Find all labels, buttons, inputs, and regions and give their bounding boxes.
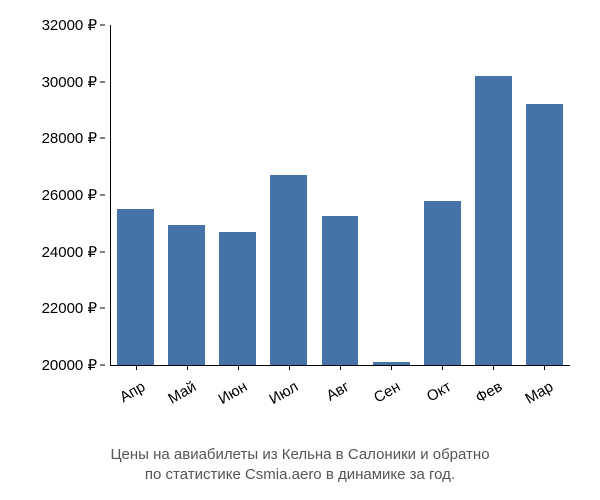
y-tick-label: 20000 ₽ (42, 356, 97, 374)
y-tick-label: 28000 ₽ (42, 129, 97, 147)
x-tick-mark (238, 365, 239, 370)
chart-container: 20000 ₽ 22000 ₽ 24000 ₽ 26000 ₽ 28000 ₽ 30000… (20, 20, 580, 440)
y-tick-label: 26000 ₽ (42, 186, 97, 204)
x-label: Сен (364, 378, 404, 411)
bar (270, 175, 307, 365)
x-tick-mark (493, 365, 494, 370)
x-tick-mark (187, 365, 188, 370)
x-tick-mark (289, 365, 290, 370)
x-tick-mark (544, 365, 545, 370)
bar (168, 225, 205, 365)
x-tick-mark (442, 365, 443, 370)
x-tick-mark (340, 365, 341, 370)
y-tick-mark (100, 81, 105, 82)
y-tick-label: 22000 ₽ (42, 299, 97, 317)
bar (424, 201, 461, 365)
y-tick-mark (100, 138, 105, 139)
x-label: Июн (210, 378, 250, 411)
plot-area (110, 25, 570, 365)
x-label: Окт (415, 378, 455, 411)
caption-line-2: по статистике Csmia.aero в динамике за г… (0, 465, 600, 485)
x-axis: Апр Май Июн Июл Авг Сен Окт Фев Мар (110, 365, 570, 425)
x-tick-mark (136, 365, 137, 370)
y-tick-mark (100, 365, 105, 366)
x-label: Авг (313, 378, 353, 411)
bar (322, 216, 359, 365)
x-label: Май (159, 378, 199, 411)
y-tick-label: 30000 ₽ (42, 73, 97, 91)
x-label: Июл (261, 378, 301, 411)
x-label: Фев (466, 378, 506, 411)
bar (526, 104, 563, 365)
x-label: Апр (108, 378, 148, 411)
y-tick-label: 24000 ₽ (42, 243, 97, 261)
x-tick-mark (391, 365, 392, 370)
y-tick-mark (100, 251, 105, 252)
chart-caption: Цены на авиабилеты из Кельна в Салоники … (0, 445, 600, 486)
bar (117, 209, 154, 365)
y-tick-mark (100, 25, 105, 26)
y-tick-label: 32000 ₽ (42, 16, 97, 34)
y-tick-mark (100, 195, 105, 196)
y-tick-mark (100, 308, 105, 309)
y-axis: 20000 ₽22000 ₽24000 ₽26000 ₽28000 ₽30000… (20, 25, 105, 365)
caption-line-1: Цены на авиабилеты из Кельна в Салоники … (0, 445, 600, 465)
bar (219, 232, 256, 365)
x-label: Мар (517, 378, 557, 411)
bar (475, 76, 512, 365)
